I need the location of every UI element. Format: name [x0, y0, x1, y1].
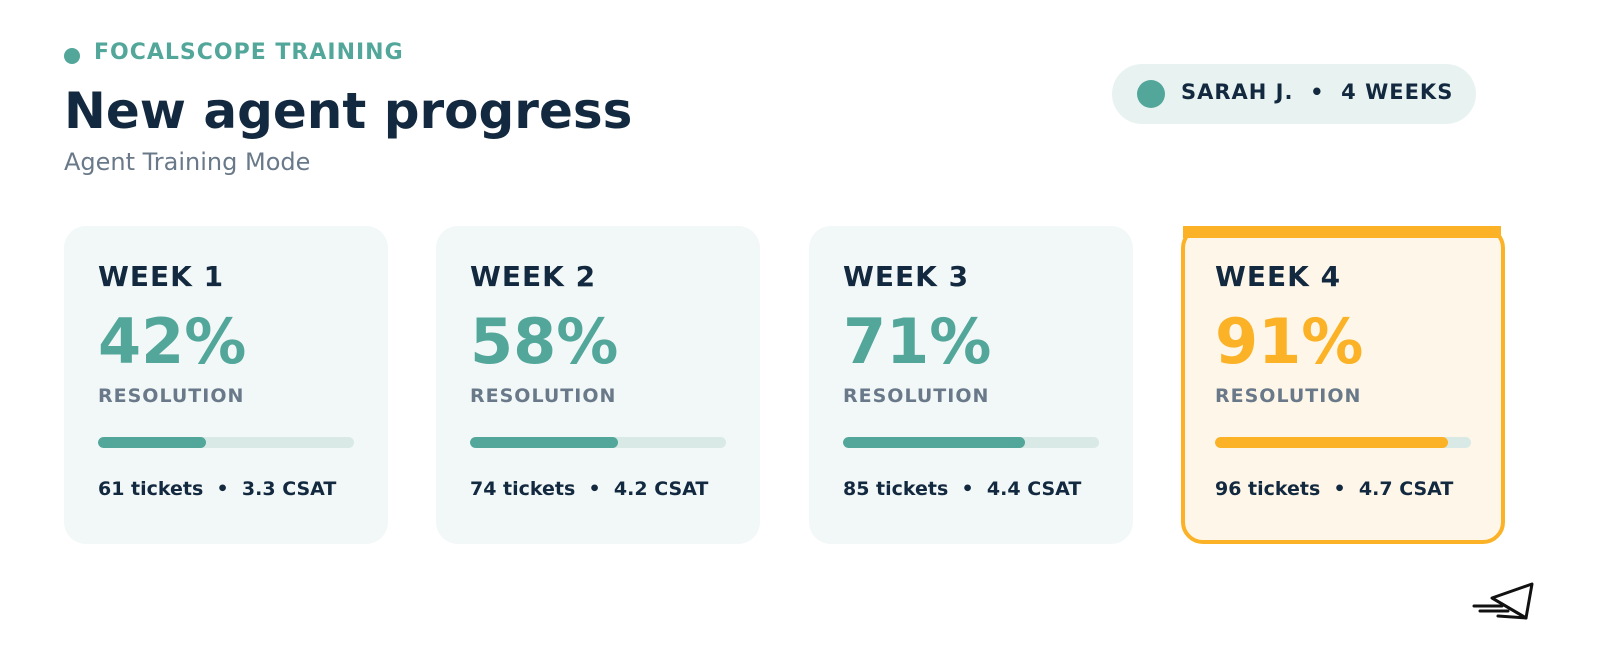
progress-bar [470, 437, 726, 448]
week-label: WEEK 3 [843, 260, 970, 293]
week-card-1: WEEK 1 42% RESOLUTION 61 tickets • 3.3 C… [64, 226, 388, 544]
brand-name: FOCALSCOPE TRAINING [94, 40, 404, 65]
week-card-3: WEEK 3 71% RESOLUTION 85 tickets • 4.4 C… [809, 226, 1133, 544]
progress-bar [98, 437, 354, 448]
agent-badge-text: SARAH J. • 4 WEEKS [1181, 80, 1454, 104]
status-dot-icon [64, 47, 80, 64]
avatar-dot-icon [1137, 80, 1165, 108]
progress-fill [98, 437, 206, 448]
page-subtitle: Agent Training Mode [64, 148, 311, 176]
progress-bar [843, 437, 1099, 448]
resolution-value: 71% [843, 305, 992, 378]
metric-label: RESOLUTION [1215, 385, 1362, 407]
resolution-value: 58% [470, 305, 619, 378]
metric-label: RESOLUTION [843, 385, 990, 407]
brand-header: FOCALSCOPE TRAINING [64, 40, 404, 65]
progress-fill [1215, 437, 1448, 448]
progress-fill [843, 437, 1025, 448]
current-week-accent-bar [1183, 226, 1501, 238]
progress-bar [1215, 437, 1471, 448]
metric-label: RESOLUTION [98, 385, 245, 407]
page-title: New agent progress [64, 82, 633, 140]
week-stats: 96 tickets • 4.7 CSAT [1215, 478, 1454, 500]
week-cards: WEEK 1 42% RESOLUTION 61 tickets • 3.3 C… [64, 226, 1505, 546]
metric-label: RESOLUTION [470, 385, 617, 407]
week-label: WEEK 2 [470, 260, 597, 293]
week-stats: 61 tickets • 3.3 CSAT [98, 478, 337, 500]
week-card-2: WEEK 2 58% RESOLUTION 74 tickets • 4.2 C… [436, 226, 760, 544]
week-stats: 74 tickets • 4.2 CSAT [470, 478, 709, 500]
week-stats: 85 tickets • 4.4 CSAT [843, 478, 1082, 500]
week-label: WEEK 4 [1215, 260, 1342, 293]
agent-badge: SARAH J. • 4 WEEKS [1112, 64, 1476, 124]
resolution-value: 91% [1215, 305, 1364, 378]
resolution-value: 42% [98, 305, 247, 378]
progress-fill [470, 437, 619, 448]
week-card-4-current: WEEK 4 91% RESOLUTION 96 tickets • 4.7 C… [1181, 226, 1505, 544]
paper-plane-icon [1472, 582, 1534, 620]
week-label: WEEK 1 [98, 260, 225, 293]
